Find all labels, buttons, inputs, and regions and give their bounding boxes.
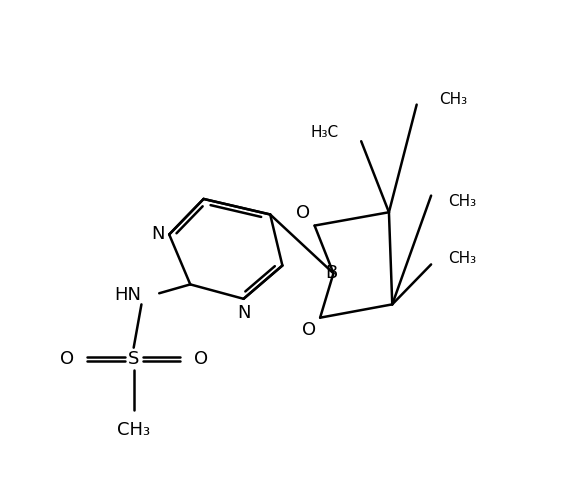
Text: CH₃: CH₃ xyxy=(439,92,467,107)
Text: CH₃: CH₃ xyxy=(448,193,476,209)
Text: N: N xyxy=(151,226,165,243)
Text: O: O xyxy=(60,350,74,368)
Text: CH₃: CH₃ xyxy=(117,421,150,439)
Text: B: B xyxy=(325,264,337,282)
Text: CH₃: CH₃ xyxy=(448,252,476,266)
Text: H₃C: H₃C xyxy=(311,125,339,140)
Text: HN: HN xyxy=(115,287,141,304)
Text: O: O xyxy=(302,321,316,339)
Text: O: O xyxy=(193,350,208,368)
Text: N: N xyxy=(237,304,250,323)
Text: O: O xyxy=(296,204,310,222)
Text: S: S xyxy=(128,350,139,368)
